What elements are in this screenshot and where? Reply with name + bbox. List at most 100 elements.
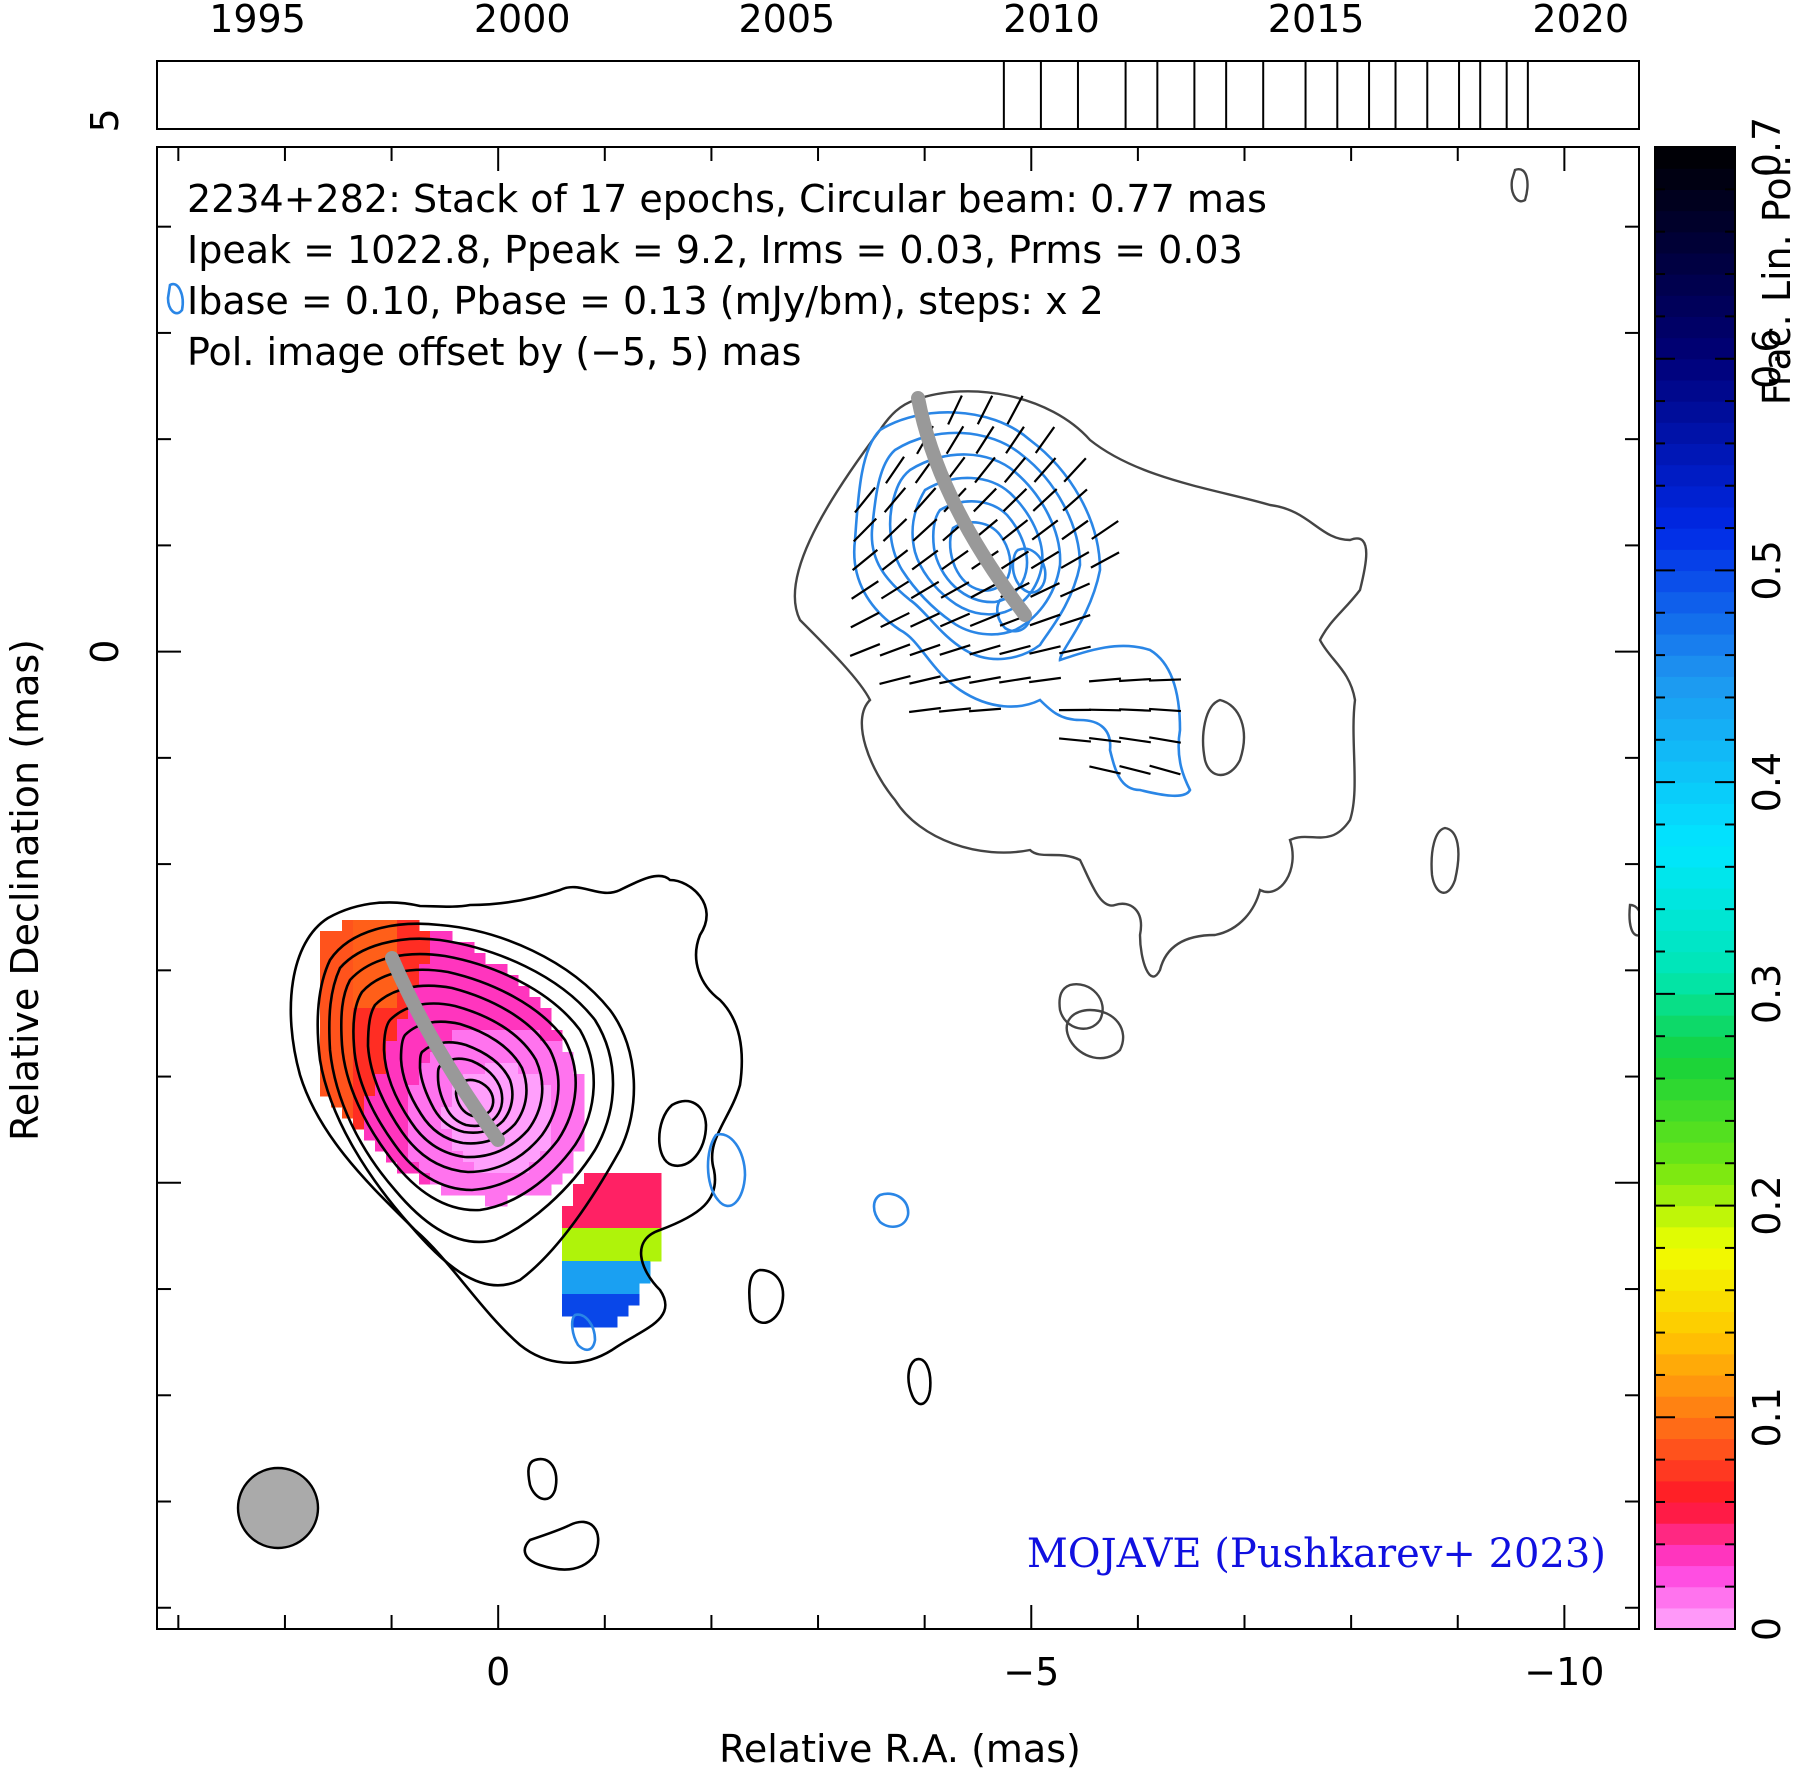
heatmap-cell xyxy=(639,1217,651,1229)
heatmap-cell xyxy=(320,942,332,954)
colorbar-tick-label-1: 0.1 xyxy=(1745,1387,1789,1447)
heatmap-cell xyxy=(617,1261,629,1273)
heatmap-cell xyxy=(606,1294,618,1306)
colorbar-cell xyxy=(1655,1079,1735,1101)
colorbar-cell xyxy=(1655,1100,1735,1122)
credit-label: MOJAVE (Pushkarev+ 2023) xyxy=(1027,1531,1606,1577)
heatmap-cell xyxy=(353,920,365,932)
heatmap-cell xyxy=(606,1206,618,1218)
colorbar: 00.10.20.30.40.50.60.7 Frac. Lin. Pol. xyxy=(1655,117,1799,1641)
info-line-3: Ibase = 0.10, Pbase = 0.13 (mJy/bm), ste… xyxy=(187,279,1104,323)
heatmap-cell xyxy=(617,1184,629,1196)
heatmap-cell xyxy=(639,1206,651,1218)
heatmap-cell xyxy=(485,1041,497,1053)
heatmap-cell xyxy=(408,1041,420,1053)
heatmap-cell xyxy=(650,1250,662,1262)
x-tick-label-0: 0 xyxy=(486,1650,510,1694)
heatmap-cell xyxy=(573,1239,585,1251)
heatmap-cell xyxy=(562,1085,574,1097)
heatmap-cell xyxy=(617,1195,629,1207)
heatmap-cell xyxy=(606,1316,618,1328)
colorbar-cell xyxy=(1655,1163,1735,1185)
heatmap-cell xyxy=(507,1184,519,1196)
heatmap-cell xyxy=(628,1294,640,1306)
heatmap-cell xyxy=(375,1008,387,1020)
colorbar-tick-label-0: 0 xyxy=(1745,1617,1789,1641)
heatmap-cell xyxy=(606,1195,618,1207)
heatmap-cell xyxy=(628,1184,640,1196)
colorbar-cell xyxy=(1655,486,1735,508)
heatmap-cell xyxy=(397,942,409,954)
colorbar-cell xyxy=(1655,422,1735,444)
colorbar-cell xyxy=(1655,211,1735,233)
colorbar-cell xyxy=(1655,1375,1735,1397)
heatmap-cell xyxy=(617,1283,629,1295)
heatmap-cell xyxy=(650,1217,662,1229)
heatmap-cell xyxy=(606,1272,618,1284)
colorbar-cell xyxy=(1655,1311,1735,1333)
heatmap-cell xyxy=(551,1118,563,1130)
heatmap-cell xyxy=(485,1195,497,1207)
colorbar-cell xyxy=(1655,1227,1735,1249)
heatmap-cell xyxy=(496,975,508,987)
heatmap-cell xyxy=(463,1140,475,1152)
heatmap-cell xyxy=(639,1173,651,1185)
heatmap-cell xyxy=(617,1228,629,1240)
colorbar-tick-label-4: 0.4 xyxy=(1745,752,1789,812)
colorbar-cell xyxy=(1655,634,1735,656)
heatmap-cell xyxy=(397,1052,409,1064)
heatmap-cell xyxy=(463,964,475,976)
heatmap-cell xyxy=(540,1063,552,1075)
heatmap-cell xyxy=(474,1085,486,1097)
heatmap-cell xyxy=(562,1074,574,1086)
colorbar-cell xyxy=(1655,846,1735,868)
heatmap-cell xyxy=(606,1184,618,1196)
colorbar-cell xyxy=(1655,1036,1735,1058)
colorbar-cell xyxy=(1655,782,1735,804)
colorbar-cell xyxy=(1655,824,1735,846)
heatmap-cell xyxy=(540,1162,552,1174)
heatmap-cell xyxy=(551,1173,563,1185)
heatmap-cell xyxy=(419,931,431,943)
heatmap-cell xyxy=(595,1217,607,1229)
colorbar-cell xyxy=(1655,1121,1735,1143)
heatmap-cell xyxy=(584,1217,596,1229)
heatmap-cell xyxy=(430,986,442,998)
heatmap-cell xyxy=(353,1118,365,1130)
colorbar-cell xyxy=(1655,528,1735,550)
colorbar-cell xyxy=(1655,189,1735,211)
heatmap-cell xyxy=(419,986,431,998)
timeline-tick-label-2005: 2005 xyxy=(738,0,835,41)
heatmap-cell xyxy=(408,942,420,954)
colorbar-cell xyxy=(1655,761,1735,783)
heatmap-cell xyxy=(628,1173,640,1185)
heatmap-cell xyxy=(386,1041,398,1053)
y-tick-label-0: 0 xyxy=(83,640,127,664)
heatmap-cell xyxy=(441,975,453,987)
heatmap-cell xyxy=(408,1151,420,1163)
heatmap-cell xyxy=(606,1217,618,1229)
heatmap-cell xyxy=(573,1294,585,1306)
info-line-1: 2234+282: Stack of 17 epochs, Circular b… xyxy=(187,177,1267,221)
colorbar-cell xyxy=(1655,1565,1735,1587)
heatmap-cell xyxy=(628,1283,640,1295)
heatmap-cell xyxy=(584,1261,596,1273)
heatmap-cell xyxy=(562,1063,574,1075)
colorbar-cell xyxy=(1655,316,1735,338)
heatmap-cell xyxy=(573,1250,585,1262)
heatmap-cell xyxy=(617,1206,629,1218)
colorbar-cell xyxy=(1655,697,1735,719)
colorbar-tick-label-3: 0.3 xyxy=(1745,964,1789,1024)
heatmap-cell xyxy=(452,1008,464,1020)
heatmap-cell xyxy=(342,920,354,932)
colorbar-cell xyxy=(1655,549,1735,571)
heatmap-cell xyxy=(463,997,475,1009)
heatmap-cell xyxy=(639,1184,651,1196)
heatmap-cell xyxy=(430,1008,442,1020)
heatmap-cell xyxy=(606,1228,618,1240)
heatmap-cell xyxy=(595,1305,607,1317)
heatmap-cell xyxy=(606,1305,618,1317)
colorbar-cell xyxy=(1655,1184,1735,1206)
x-tick-label-1: −5 xyxy=(1003,1650,1059,1694)
